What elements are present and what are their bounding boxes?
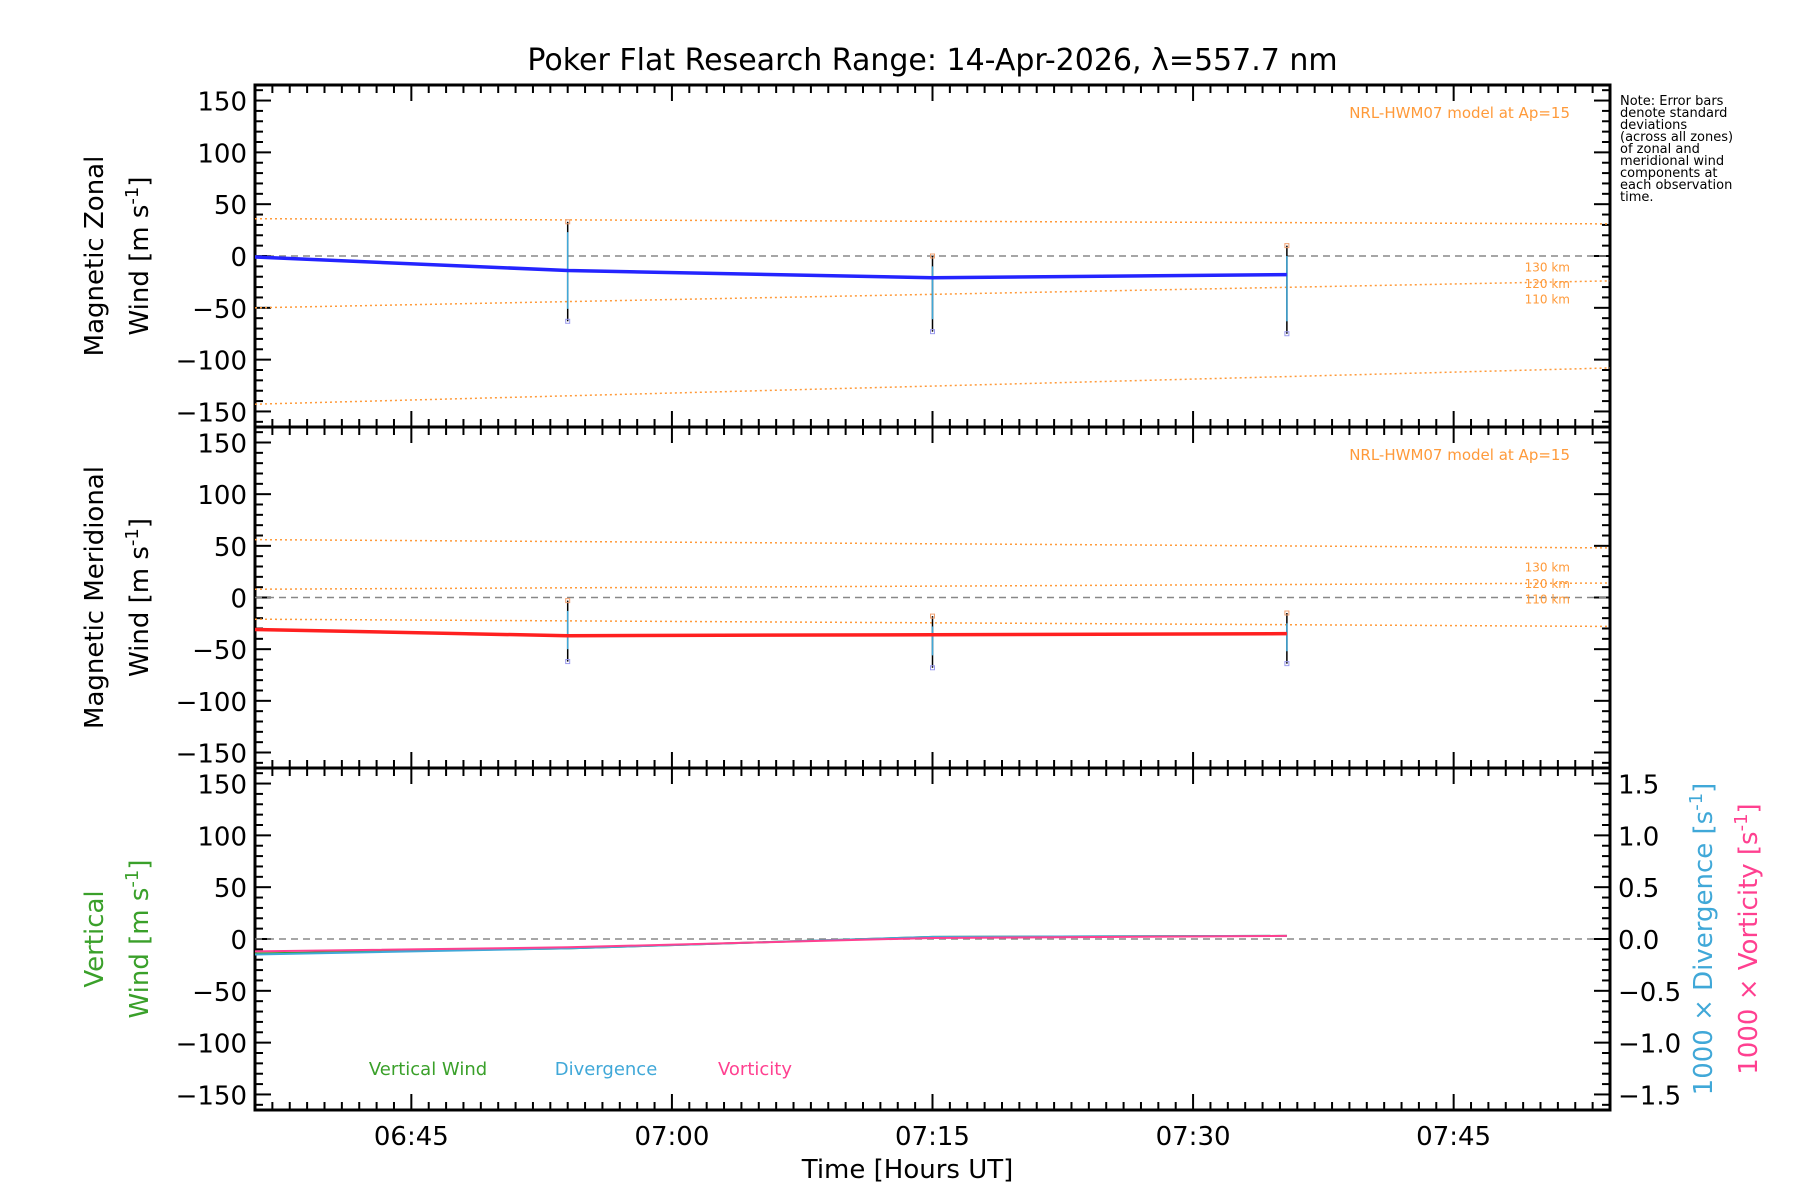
y-tick-label-meridional: −150	[176, 740, 247, 770]
series-line-zonal-wind	[254, 255, 1287, 280]
x-tick-label: 07:15	[895, 1122, 970, 1152]
y-tick-label-meridional: −100	[176, 688, 247, 718]
y-tick-label-zonal: 100	[197, 139, 247, 169]
y-tick-label-meridional: 100	[197, 481, 247, 511]
error-bar-marker-high-meridional	[565, 598, 571, 604]
y-tick-label-zonal: 0	[230, 243, 247, 273]
error-bar-marker-low-meridional	[930, 665, 935, 671]
y-tick-label-meridional: 50	[214, 533, 247, 563]
y-tick-label-meridional: 0	[230, 585, 247, 615]
series-line-vorticity	[254, 934, 1287, 953]
y-tick-label-zonal: −50	[192, 295, 247, 325]
model-line-model-130	[254, 538, 1611, 549]
x-tick-label: 07:45	[1416, 1122, 1491, 1152]
error-bar-marker-low-meridional	[1284, 661, 1290, 667]
y2-tick-label: −0.5	[1618, 978, 1681, 1008]
y-label-vertical-line2: Wind [m s-1]	[122, 860, 155, 1019]
y-label-zonal-line2: Wind [m s-1]	[122, 177, 155, 336]
model-line-model-upper	[254, 217, 1611, 225]
model-line-model-120	[254, 582, 1611, 590]
y-label-vertical-line1: Vertical	[80, 890, 110, 987]
y-tick-label-zonal: 50	[214, 191, 247, 221]
y-tick-label-vertical: −150	[176, 1081, 247, 1111]
error-bar-marker-high-zonal	[930, 253, 935, 259]
x-tick-label: 07:00	[634, 1122, 709, 1152]
y-tick-label-vertical: −50	[192, 978, 247, 1008]
y-label-zonal-line1: Magnetic Zonal	[80, 156, 110, 357]
y2-tick-label: 1.5	[1618, 771, 1659, 801]
series-line-meridional-wind	[254, 627, 1287, 638]
error-bar-marker-low-zonal	[930, 329, 935, 335]
x-tick-label: 07:30	[1156, 1122, 1231, 1152]
chart-title: Poker Flat Research Range: 14-Apr-2026, …	[527, 43, 1337, 78]
y-label-meridional-line2: Wind [m s-1]	[122, 518, 155, 677]
model-altitude-label-meridional: 110 km	[1525, 593, 1570, 607]
model-line-model-110	[254, 618, 1611, 628]
error-bar-note: Note: Error bars denote standard deviati…	[1620, 94, 1734, 205]
model-altitude-label-meridional: 120 km	[1525, 577, 1570, 591]
y2-tick-label: 1.0	[1618, 822, 1659, 852]
y-tick-label-zonal: 150	[197, 88, 247, 118]
y-tick-label-vertical: 150	[197, 771, 247, 801]
model-line-model-110	[254, 280, 1611, 309]
error-bar-marker-high-zonal	[1284, 243, 1290, 249]
error-bar-marker-high-meridional	[930, 613, 935, 619]
y-tick-label-vertical: 50	[214, 874, 247, 904]
error-bar-marker-low-zonal	[565, 318, 571, 324]
model-label-meridional: NRL-HWM07 model at Ap=15	[1349, 446, 1570, 464]
legend-divergence: Divergence	[555, 1059, 658, 1080]
model-line-model-lower	[254, 367, 1611, 405]
model-altitude-label-zonal: 130 km	[1525, 260, 1570, 274]
model-altitude-label-meridional: 130 km	[1525, 561, 1570, 575]
y-tick-label-meridional: −50	[192, 636, 247, 666]
error-bar-marker-high-zonal	[565, 219, 571, 225]
x-axis-label: Time [Hours UT]	[801, 1155, 1014, 1185]
y-tick-label-zonal: −100	[176, 347, 247, 377]
y2-label-vorticity: 1000 × Vorticity [s-1]	[1731, 803, 1764, 1074]
y-tick-label-vertical: 100	[197, 822, 247, 852]
error-bar-marker-high-meridional	[1284, 610, 1290, 616]
y-label-meridional-line1: Magnetic Meridional	[80, 466, 110, 729]
legend-vertical-wind: Vertical Wind	[369, 1059, 487, 1080]
y2-label-divergence: 1000 × Divergence [s-1]	[1686, 783, 1719, 1096]
error-bar-marker-low-zonal	[1284, 331, 1290, 337]
model-label-zonal: NRL-HWM07 model at Ap=15	[1349, 104, 1570, 122]
x-tick-label: 06:45	[374, 1122, 449, 1152]
error-bar-marker-low-meridional	[565, 659, 571, 665]
y2-tick-label: −1.5	[1618, 1081, 1681, 1111]
model-altitude-label-zonal: 110 km	[1525, 292, 1570, 306]
y2-tick-label: 0.5	[1618, 874, 1659, 904]
y-tick-label-zonal: −150	[176, 398, 247, 428]
y-tick-label-vertical: 0	[230, 926, 247, 956]
legend-vorticity: Vorticity	[718, 1059, 792, 1080]
y2-tick-label: −1.0	[1618, 1030, 1681, 1060]
y-tick-label-meridional: 150	[197, 430, 247, 460]
y-tick-label-vertical: −100	[176, 1030, 247, 1060]
y2-tick-label: 0.0	[1618, 926, 1659, 956]
model-altitude-label-zonal: 120 km	[1525, 277, 1570, 291]
